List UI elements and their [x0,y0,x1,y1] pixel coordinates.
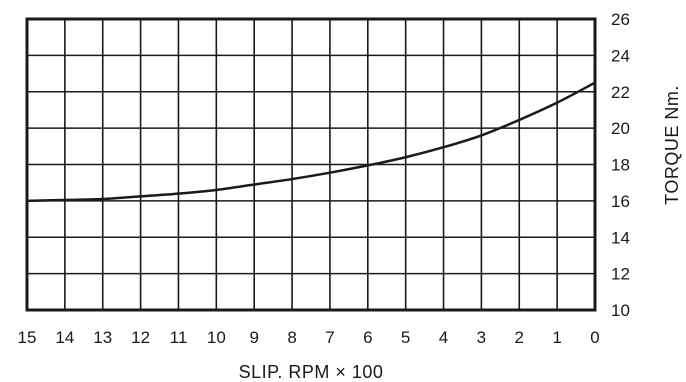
y-tick-label: 20 [611,119,630,138]
y-tick-label: 14 [611,228,630,247]
x-tick-label: 0 [590,328,599,347]
x-tick-label: 5 [401,328,410,347]
x-tick-label: 3 [477,328,486,347]
y-tick-labels: 26 24 22 20 18 16 14 12 10 [611,10,630,320]
torque-curve [25,81,597,203]
x-tick-label: 7 [325,328,334,347]
x-tick-label: 4 [439,328,448,347]
y-tick-label: 26 [611,10,630,29]
x-tick-label: 11 [170,328,188,347]
y-tick-label: 16 [611,192,630,211]
y-tick-label: 22 [611,83,630,102]
x-tick-label: 8 [287,328,296,347]
x-tick-label: 14 [55,328,74,347]
x-tick-label: 9 [249,328,258,347]
grid-lines [26,18,596,311]
y-tick-label: 12 [611,265,630,284]
x-tick-label: 13 [93,328,112,347]
y-tick-label: 10 [611,301,630,320]
x-tick-label: 6 [363,328,372,347]
x-tick-label: 15 [18,328,37,347]
x-tick-labels: 15 14 13 12 11 10 9 8 7 6 5 4 3 2 1 0 [18,328,600,347]
y-tick-label: 18 [611,156,630,175]
x-tick-label: 10 [207,328,226,347]
x-axis-label: SLIP. RPM × 100 [239,362,384,382]
plot-frame [25,17,597,312]
x-tick-label: 2 [515,328,524,347]
y-tick-label: 24 [611,46,630,65]
y-axis-label: TORQUE Nm. [662,85,682,205]
x-tick-label: 12 [131,328,150,347]
x-tick-label: 1 [552,328,561,347]
